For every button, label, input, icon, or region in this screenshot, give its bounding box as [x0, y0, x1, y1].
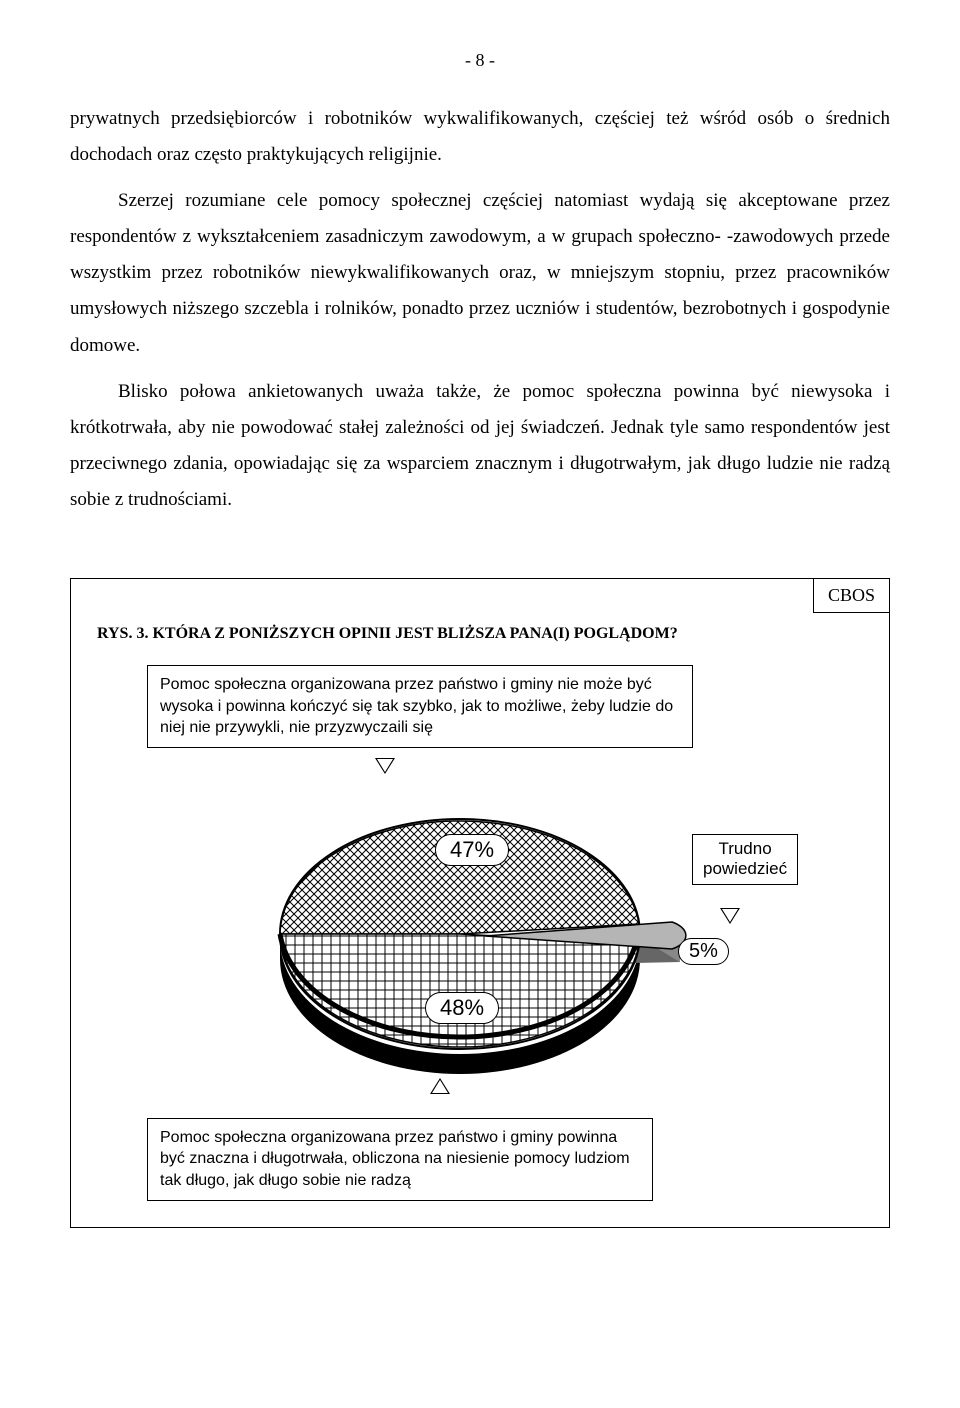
slice-label-5: 5% [678, 938, 729, 965]
cbos-badge: CBOS [813, 578, 890, 613]
pie-svg [250, 774, 690, 1094]
caption-top-wrap: Pomoc społeczna organizowana przez państ… [147, 665, 863, 748]
side-label-trudno: Trudnopowiedzieć [692, 834, 798, 885]
paragraph-1: prywatnych przedsiębiorców i robotników … [70, 101, 890, 173]
caption-bottom-wrap: Pomoc społeczna organizowana przez państ… [147, 1118, 863, 1201]
page: - 8 - prywatnych przedsiębiorców i robot… [0, 0, 960, 1268]
figure-title: RYS. 3. KTÓRA Z PONIŻSZYCH OPINII JEST B… [97, 625, 863, 643]
page-number: - 8 - [70, 50, 890, 71]
paragraph-2: Szerzej rozumiane cele pomocy społecznej… [70, 183, 890, 363]
arrow-down-icon [720, 908, 740, 924]
slice-label-47: 47% [435, 834, 509, 866]
caption-bottom: Pomoc społeczna organizowana przez państ… [147, 1118, 653, 1201]
paragraph-3: Blisko połowa ankietowanych uważa także,… [70, 374, 890, 518]
arrow-down-icon [375, 758, 395, 774]
slice-label-48: 48% [425, 992, 499, 1024]
figure-container: CBOS RYS. 3. KTÓRA Z PONIŻSZYCH OPINII J… [70, 578, 890, 1228]
pie-chart: 47% 48% 5% Trudnopowiedzieć [100, 748, 860, 1118]
caption-top: Pomoc społeczna organizowana przez państ… [147, 665, 693, 748]
